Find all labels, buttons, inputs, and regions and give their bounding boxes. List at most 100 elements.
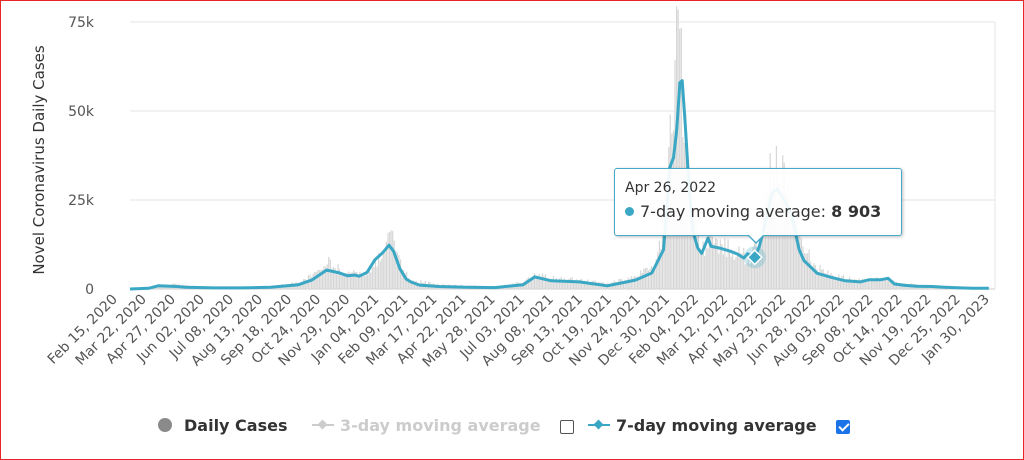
daily-cases-bar [585,281,587,289]
daily-cases-bar [588,282,590,289]
daily-cases-bar [562,281,564,289]
daily-cases-bar [364,276,366,289]
daily-cases-bar [791,211,793,289]
daily-cases-bar [853,279,855,289]
daily-cases-bar [638,276,640,289]
daily-cases-bar [342,273,344,289]
legend: Daily Cases 3-day moving average 7-day m… [0,412,1024,442]
daily-cases-bar [866,280,868,289]
daily-cases-bar [744,264,746,289]
daily-cases-bar [679,28,681,290]
daily-cases-bar [409,279,411,289]
daily-cases-bar [832,275,834,289]
daily-cases-bar [743,248,745,289]
daily-cases-bar [530,279,533,289]
daily-cases-bar [298,284,300,289]
daily-cases-bar [315,272,317,289]
daily-cases-bar [652,268,654,289]
daily-cases-bar [532,276,534,289]
daily-cases-bar [836,277,838,289]
daily-cases-bar [727,239,729,289]
daily-cases-bar [707,248,709,289]
daily-cases-bar [665,198,667,289]
daily-cases-bar [724,237,726,289]
daily-cases-bar [563,278,565,289]
daily-cases-bar [715,238,717,289]
daily-cases-bar [708,235,710,289]
daily-cases-bar [822,269,824,289]
daily-cases-bar [711,236,714,289]
daily-cases-bar [393,240,395,289]
daily-cases-bar [739,253,742,289]
daily-cases-bar [897,284,899,289]
daily-cases-bar [663,230,665,289]
daily-cases-bar [813,263,815,289]
daily-cases-bar [640,270,642,289]
daily-cases-bars [139,6,990,290]
daily-cases-bar [637,276,639,289]
daily-cases-bar [370,272,372,289]
daily-cases-bar [404,273,406,289]
daily-cases-bar [306,280,308,289]
daily-cases-bar [371,267,373,289]
ma7-checkbox[interactable] [836,420,850,434]
daily-cases-bar [752,247,754,289]
tooltip: Apr 26, 2022 7-day moving average: 8 903 [614,168,902,244]
y-tick-label: 0 [85,282,94,298]
daily-cases-bar [311,277,313,289]
daily-cases-bar [551,279,553,289]
legend-item-ma7[interactable]: 7-day moving average [588,416,817,435]
daily-cases-bar [353,269,355,289]
daily-cases-bar [331,268,333,289]
daily-cases-bar [878,280,880,289]
daily-cases-bar [722,254,724,289]
daily-cases-bar [541,273,543,289]
daily-cases-bar [332,267,334,289]
daily-cases-bar [571,277,573,289]
daily-cases-bar [317,270,319,289]
daily-cases-bar [755,240,757,289]
grid-lines [130,21,996,290]
daily-cases-bar [644,268,646,289]
daily-cases-bar [413,281,416,289]
daily-cases-bar [789,192,792,289]
legend-item-daily-cases[interactable]: Daily Cases [158,416,287,435]
daily-cases-bar [736,252,738,289]
daily-cases-bar [886,279,888,289]
ma7-line-diamond-icon [588,418,610,432]
daily-cases-bar [657,252,659,289]
tooltip-arrow-inner [748,234,764,242]
daily-cases-bar [729,251,731,289]
daily-cases-bar [676,6,678,289]
ma3-checkbox[interactable] [560,420,574,434]
daily-cases-bar [630,276,632,289]
daily-cases-bar [548,278,550,289]
daily-cases-bar [716,239,718,289]
daily-cases-bar [852,281,854,289]
daily-cases-bar [771,201,773,289]
daily-cases-bar [821,269,823,289]
legend-label-ma7: 7-day moving average [616,416,817,435]
daily-cases-bar [725,257,728,289]
daily-cases-bar [746,263,748,289]
daily-cases-bar [754,242,756,289]
daily-cases-bar [314,271,316,289]
daily-cases-dot-icon [158,418,172,432]
legend-label-ma3: 3-day moving average [340,416,541,435]
daily-cases-bar [321,269,324,289]
daily-cases-bar [651,266,653,289]
daily-cases-bar [881,281,884,289]
daily-cases-bar [702,241,704,289]
daily-cases-bar [334,267,336,289]
daily-cases-bar [622,282,625,289]
daily-cases-bar [403,270,405,289]
daily-cases-bar [900,284,902,289]
daily-cases-bar [838,274,840,289]
daily-cases-bar [401,268,403,289]
daily-cases-bar [842,275,845,289]
daily-cases-bar [384,252,386,289]
daily-cases-bar [875,277,877,289]
daily-cases-bar [891,280,893,289]
legend-item-ma3[interactable]: 3-day moving average [312,416,541,435]
daily-cases-bar [814,265,816,289]
